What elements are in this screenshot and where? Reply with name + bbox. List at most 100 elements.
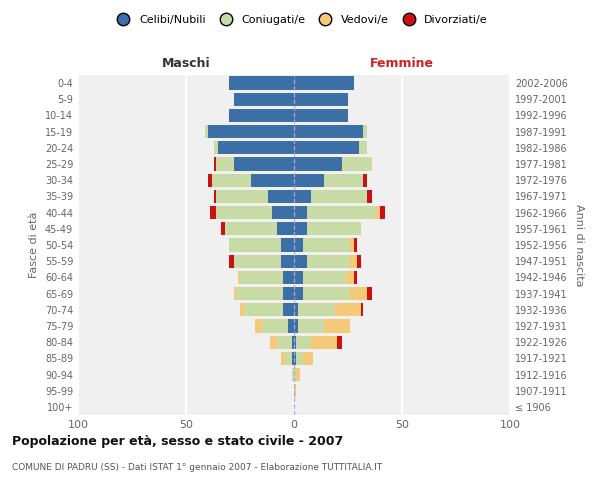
Bar (214, 190, 216, 203)
Bar (292, 368, 294, 381)
Bar (361, 303, 363, 316)
Bar (294, 190, 311, 203)
Bar (311, 336, 337, 349)
Bar (272, 206, 294, 220)
Bar (324, 320, 350, 332)
Bar (281, 352, 286, 365)
Bar (294, 125, 363, 138)
Bar (294, 303, 298, 316)
Bar (208, 125, 294, 138)
Bar (294, 384, 296, 398)
Bar (307, 206, 376, 220)
Bar (367, 190, 372, 203)
Bar (346, 270, 355, 284)
Bar (214, 141, 218, 154)
Bar (311, 190, 367, 203)
Bar (287, 320, 294, 332)
Bar (294, 109, 348, 122)
Bar (356, 254, 361, 268)
Bar (270, 336, 277, 349)
Bar (363, 174, 367, 187)
Bar (294, 352, 296, 365)
Bar (359, 141, 367, 154)
Bar (268, 190, 294, 203)
Bar (302, 238, 350, 252)
Bar (218, 141, 294, 154)
Bar (294, 270, 302, 284)
Y-axis label: Anni di nascita: Anni di nascita (574, 204, 584, 286)
Bar (244, 303, 283, 316)
Bar (307, 222, 361, 235)
Bar (221, 222, 225, 235)
Bar (350, 287, 367, 300)
Bar (225, 222, 277, 235)
Bar (240, 270, 283, 284)
Bar (240, 303, 244, 316)
Bar (210, 206, 216, 220)
Y-axis label: Fasce di età: Fasce di età (29, 212, 39, 278)
Bar (233, 158, 294, 170)
Bar (337, 336, 341, 349)
Bar (229, 76, 294, 90)
Text: Maschi: Maschi (161, 57, 211, 70)
Bar (292, 352, 294, 365)
Bar (294, 141, 359, 154)
Bar (212, 174, 251, 187)
Bar (296, 368, 301, 381)
Bar (238, 270, 240, 284)
Bar (236, 287, 283, 300)
Bar (376, 206, 380, 220)
Bar (229, 109, 294, 122)
Bar (367, 287, 372, 300)
Bar (283, 270, 294, 284)
Bar (380, 206, 385, 220)
Text: COMUNE DI PADRU (SS) - Dati ISTAT 1° gennaio 2007 - Elaborazione TUTTITALIA.IT: COMUNE DI PADRU (SS) - Dati ISTAT 1° gen… (12, 462, 382, 471)
Bar (286, 352, 292, 365)
Bar (350, 238, 355, 252)
Bar (294, 222, 307, 235)
Bar (298, 303, 335, 316)
Bar (292, 336, 294, 349)
Bar (341, 158, 372, 170)
Bar (214, 158, 216, 170)
Bar (233, 254, 281, 268)
Bar (229, 238, 281, 252)
Bar (298, 320, 324, 332)
Text: Popolazione per età, sesso e stato civile - 2007: Popolazione per età, sesso e stato civil… (12, 435, 343, 448)
Bar (277, 336, 292, 349)
Bar (208, 174, 212, 187)
Bar (216, 190, 268, 203)
Bar (294, 92, 348, 106)
Bar (216, 158, 233, 170)
Bar (251, 174, 294, 187)
Bar (233, 287, 236, 300)
Bar (294, 254, 307, 268)
Bar (229, 254, 233, 268)
Bar (294, 320, 298, 332)
Bar (277, 222, 294, 235)
Bar (255, 320, 262, 332)
Bar (216, 206, 272, 220)
Bar (281, 254, 294, 268)
Bar (294, 206, 307, 220)
Bar (294, 76, 355, 90)
Bar (296, 352, 302, 365)
Bar (294, 238, 302, 252)
Bar (350, 254, 356, 268)
Bar (294, 287, 302, 300)
Bar (283, 287, 294, 300)
Bar (296, 336, 311, 349)
Bar (294, 174, 324, 187)
Bar (355, 270, 356, 284)
Bar (233, 92, 294, 106)
Bar (355, 238, 356, 252)
Bar (294, 336, 296, 349)
Bar (283, 303, 294, 316)
Bar (205, 125, 208, 138)
Bar (294, 368, 296, 381)
Bar (294, 158, 341, 170)
Bar (281, 238, 294, 252)
Bar (262, 320, 287, 332)
Bar (302, 287, 350, 300)
Bar (302, 352, 313, 365)
